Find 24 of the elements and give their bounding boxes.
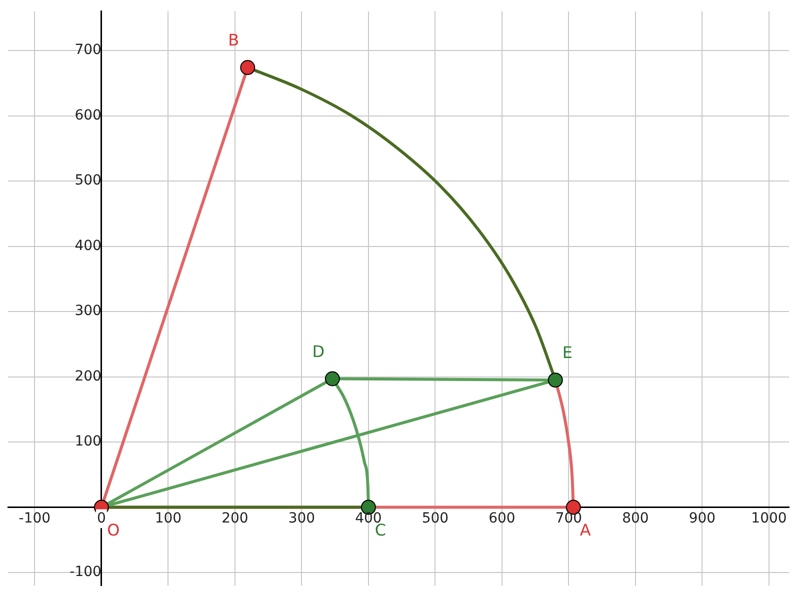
x-tick-label: 200 <box>222 510 248 526</box>
x-tick-label: 300 <box>288 510 316 526</box>
y-tick-label: 400 <box>74 238 102 254</box>
x-tick-label: 500 <box>422 510 449 526</box>
x-tick-label: 1000 <box>751 510 787 526</box>
y-tick-label: 100 <box>74 434 102 450</box>
x-tick-label: 0 <box>96 510 106 526</box>
x-tick-label: 900 <box>688 510 716 526</box>
y-tick-label: 600 <box>74 107 102 124</box>
annotation: D <box>312 342 325 361</box>
y-tick-label: 300 <box>74 303 102 320</box>
annotation: A <box>580 520 591 540</box>
x-tick-label: 100 <box>154 510 182 526</box>
y-tick-label: -100 <box>70 564 102 580</box>
y-tick-label: 500 <box>74 172 102 189</box>
x-tick-label: -100 <box>18 510 51 526</box>
x-tick-label: 800 <box>622 510 649 526</box>
y-tick-label: 200 <box>74 368 102 384</box>
annotation: O <box>107 520 120 540</box>
x-tick-label: 600 <box>488 510 516 526</box>
x-tick-label: 700 <box>555 510 582 526</box>
y-tick-label: 700 <box>74 42 102 58</box>
annotation: B <box>228 30 240 50</box>
annotation: E <box>562 343 572 362</box>
